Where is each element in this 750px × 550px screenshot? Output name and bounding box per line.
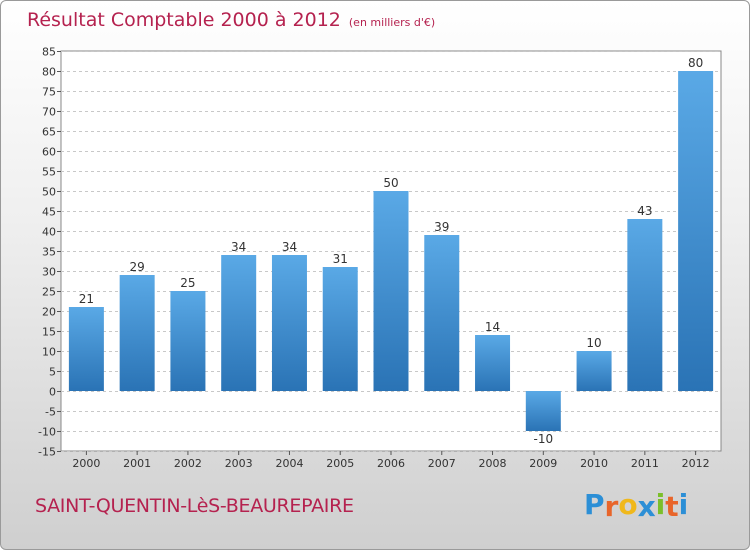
data-label: -10 xyxy=(534,432,554,446)
y-tick-label: 60 xyxy=(42,146,56,159)
logo-letter: i xyxy=(678,488,689,521)
bar xyxy=(627,219,663,391)
data-label: 80 xyxy=(688,56,703,70)
y-tick-label: 65 xyxy=(42,126,56,139)
bar xyxy=(68,307,104,391)
y-tick-label: 35 xyxy=(42,246,56,259)
data-label: 34 xyxy=(282,240,297,254)
data-label: 29 xyxy=(130,260,145,274)
y-tick-label: 50 xyxy=(42,186,56,199)
proxiti-logo: Proxiti xyxy=(584,488,689,523)
x-tick-label: 2010 xyxy=(580,457,608,470)
x-tick-label: 2011 xyxy=(631,457,659,470)
y-tick-label: -15 xyxy=(38,446,56,459)
x-tick-label: 2008 xyxy=(479,457,507,470)
y-tick-label: 30 xyxy=(42,266,56,279)
logo-letter: o xyxy=(618,488,638,521)
y-tick-label: 20 xyxy=(42,306,56,319)
x-tick-label: 2009 xyxy=(529,457,557,470)
data-label: 31 xyxy=(333,252,348,266)
bar xyxy=(475,335,511,391)
bar xyxy=(322,267,358,391)
y-tick-label: 5 xyxy=(49,366,56,379)
bar xyxy=(221,255,257,391)
y-tick-label: 0 xyxy=(49,386,56,399)
bar xyxy=(119,275,155,391)
bar xyxy=(424,235,460,391)
bar xyxy=(271,255,307,391)
x-tick-label: 2012 xyxy=(682,457,710,470)
x-tick-label: 2007 xyxy=(428,457,456,470)
logo-letter: i xyxy=(655,488,666,521)
bar xyxy=(525,391,561,431)
bar xyxy=(576,351,612,391)
data-label: 34 xyxy=(231,240,246,254)
chart-title: Résultat Comptable 2000 à 2012 (en millie… xyxy=(27,9,435,31)
y-tick-label: -5 xyxy=(45,406,56,419)
data-label: 21 xyxy=(79,292,94,306)
y-tick-label: 40 xyxy=(42,226,56,239)
chart-title-text: Résultat Comptable 2000 à 2012 xyxy=(27,9,341,31)
x-tick-label: 2006 xyxy=(377,457,405,470)
x-tick-label: 2001 xyxy=(123,457,151,470)
x-tick-label: 2002 xyxy=(174,457,202,470)
y-tick-label: 10 xyxy=(42,346,56,359)
x-tick-label: 2005 xyxy=(326,457,354,470)
y-tick-label: 25 xyxy=(42,286,56,299)
x-tick-label: 2000 xyxy=(72,457,100,470)
x-tick-label: 2004 xyxy=(275,457,303,470)
logo-letter: x xyxy=(637,490,656,523)
y-tick-label: -10 xyxy=(38,426,56,439)
data-label: 50 xyxy=(383,176,398,190)
logo-letter: t xyxy=(665,490,679,523)
bar xyxy=(678,71,714,391)
bar xyxy=(170,291,206,391)
data-label: 14 xyxy=(485,320,500,334)
data-label: 39 xyxy=(434,220,449,234)
data-label: 25 xyxy=(180,276,195,290)
y-tick-label: 45 xyxy=(42,206,56,219)
y-tick-label: 80 xyxy=(42,66,56,79)
x-tick-label: 2003 xyxy=(225,457,253,470)
logo-letter: P xyxy=(584,488,605,521)
data-label: 43 xyxy=(637,204,652,218)
logo-letter: r xyxy=(604,490,619,523)
y-tick-label: 85 xyxy=(42,46,56,59)
bar xyxy=(373,191,409,391)
y-tick-label: 55 xyxy=(42,166,56,179)
city-name: SAINT-QUENTIN-LèS-BEAUREPAIRE xyxy=(35,495,354,517)
y-tick-label: 70 xyxy=(42,106,56,119)
data-label: 10 xyxy=(586,336,601,350)
y-tick-label: 75 xyxy=(42,86,56,99)
y-tick-label: 15 xyxy=(42,326,56,339)
chart-subtitle: (en milliers d'€) xyxy=(348,16,436,29)
